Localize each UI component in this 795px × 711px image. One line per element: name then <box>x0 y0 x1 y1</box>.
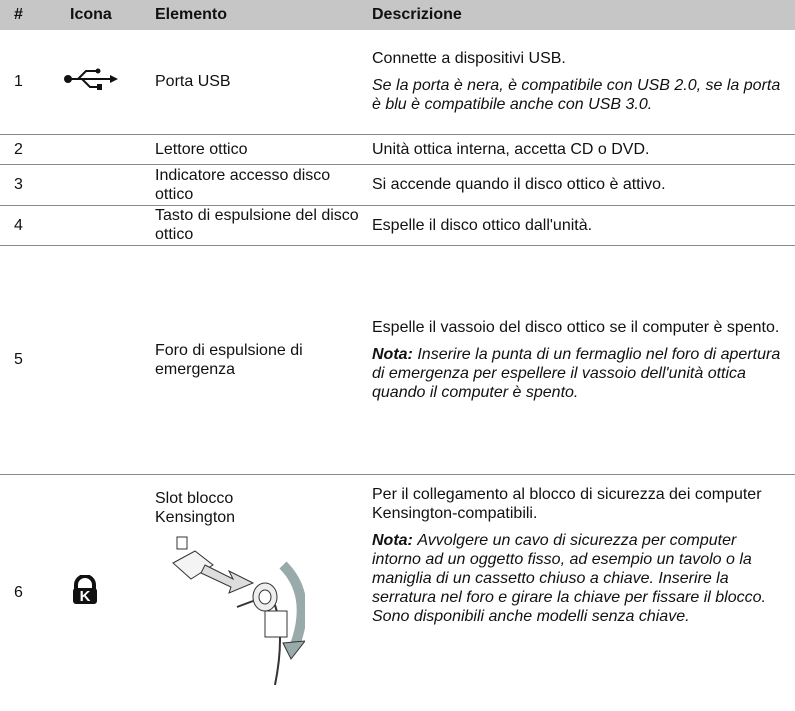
row: 1 Porta USB Connette a dispositivi USB. … <box>0 30 795 135</box>
element: Slot blocco Kensington <box>155 489 236 526</box>
header-cell: # <box>0 0 60 30</box>
row: 4 Tasto di espulsione del disco ottico E… <box>0 205 795 246</box>
usb-icon <box>64 68 118 91</box>
header-cell: Descrizione <box>365 0 795 30</box>
description-cell: Espelle il vassoio del disco ottico se i… <box>365 245 795 475</box>
note: Nota: Avvolgere un cavo di sicurezza per… <box>372 531 787 626</box>
header-cell: Elemento <box>145 0 365 30</box>
description-cell: Per il collegamento al blocco di sicurez… <box>365 474 795 710</box>
description: Per il collegamento al blocco di sicurez… <box>372 485 762 522</box>
element: Indicatore accesso disco ottico <box>145 164 365 206</box>
description: Unità ottica interna, accetta CD o DVD. <box>365 134 795 165</box>
element: Porta USB <box>145 30 365 135</box>
row: 3 Indicatore accesso disco ottico Si acc… <box>0 164 795 206</box>
kensington-icon: K <box>73 573 97 605</box>
note: Nota: Inserire la punta di un fermaglio … <box>372 345 787 402</box>
header-cell: Icona <box>60 0 145 30</box>
number: 1 <box>0 30 60 135</box>
description: Espelle il vassoio del disco ottico se i… <box>372 318 780 336</box>
description: Connette a dispositivi USB. <box>372 50 566 68</box>
number: 6 <box>14 583 23 601</box>
svg-text:K: K <box>80 588 91 605</box>
number: 2 <box>0 134 60 165</box>
row: 2 Lettore ottico Unità ottica interna, a… <box>0 134 795 165</box>
element: Foro di espulsione di emergenza <box>145 245 365 475</box>
icon-cell <box>60 30 145 135</box>
element-cell: Slot blocco Kensington <box>145 474 365 710</box>
note-label: Nota: <box>372 345 413 363</box>
note-label: Nota: <box>372 531 413 549</box>
element: Lettore ottico <box>145 134 365 165</box>
note-text: Inserire la punta di un fermaglio nel fo… <box>372 345 781 401</box>
header-row: # Icona Elemento Descrizione <box>0 0 795 30</box>
kensington-illustration <box>172 536 307 685</box>
number: 4 <box>0 205 60 246</box>
element: Tasto di espulsione del disco ottico <box>145 205 365 246</box>
icon-cell: K <box>60 474 145 710</box>
number: 5 <box>0 245 60 475</box>
number: 3 <box>0 164 60 206</box>
description: Espelle il disco ottico dall'unità. <box>365 205 795 246</box>
description: Si accende quando il disco ottico è atti… <box>365 164 795 206</box>
row: 6 K Slot blocco Kensington Per il colleg… <box>0 474 795 710</box>
description-cell: Connette a dispositivi USB. Se la porta … <box>365 30 795 135</box>
row: 5 Foro di espulsione di emergenza Espell… <box>0 245 795 475</box>
note-text: Avvolgere un cavo di sicurezza per compu… <box>372 531 766 625</box>
description-italic: Se la porta è nera, è compatibile con US… <box>372 77 781 114</box>
